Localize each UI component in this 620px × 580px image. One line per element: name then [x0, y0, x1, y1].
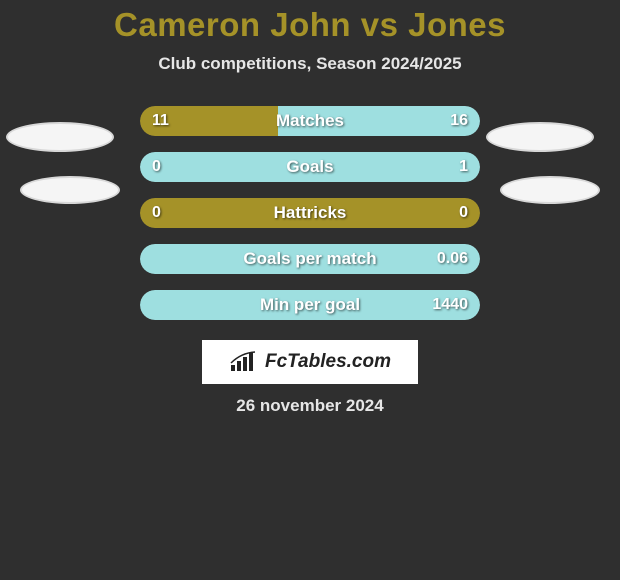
stat-value-right: 1 [459, 152, 468, 182]
logo-text: FcTables.com [265, 351, 391, 373]
stat-bar-track [140, 290, 480, 320]
bar-chart-icon [229, 351, 259, 373]
stat-bar-track [140, 198, 480, 228]
stat-row: 0.06Goals per match [0, 244, 620, 274]
stat-value-right: 16 [450, 106, 468, 136]
stat-value-left: 0 [152, 152, 161, 182]
stat-bar-right [140, 152, 480, 182]
stat-value-right: 0.06 [437, 244, 468, 274]
stat-row: 1116Matches [0, 106, 620, 136]
stat-value-left: 11 [152, 106, 169, 136]
stat-row: 01Goals [0, 152, 620, 182]
stat-bar-right [140, 244, 480, 274]
subtitle: Club competitions, Season 2024/2025 [0, 54, 620, 74]
date-label: 26 november 2024 [0, 396, 620, 416]
stat-value-right: 1440 [432, 290, 468, 320]
stat-value-left: 0 [152, 198, 161, 228]
stat-bar-track [140, 244, 480, 274]
stat-row: 1440Min per goal [0, 290, 620, 320]
stat-bar-track [140, 106, 480, 136]
stat-row: 00Hattricks [0, 198, 620, 228]
stat-bar-track [140, 152, 480, 182]
stat-value-right: 0 [459, 198, 468, 228]
stat-bar-left [140, 198, 480, 228]
comparison-card: Cameron John vs Jones Club competitions,… [0, 0, 620, 416]
logo-box: FcTables.com [202, 340, 418, 384]
stat-bar-right [140, 290, 480, 320]
page-title: Cameron John vs Jones [0, 6, 620, 44]
